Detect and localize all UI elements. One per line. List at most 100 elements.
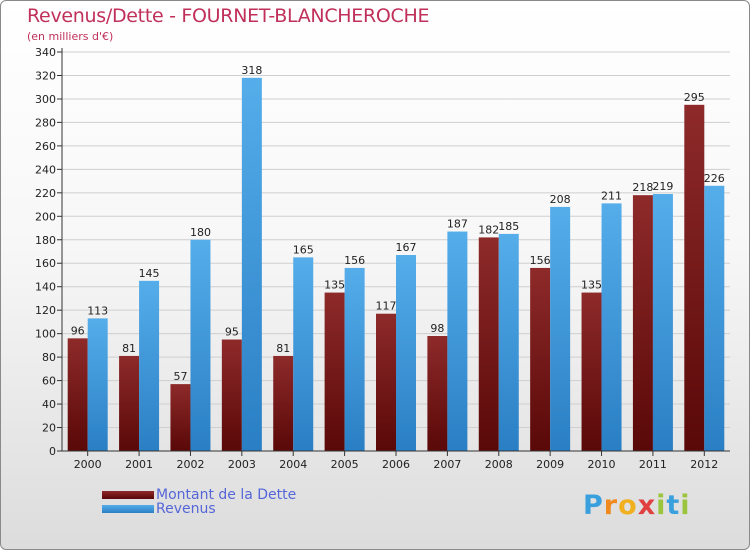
y-tick-label: 220 xyxy=(35,187,56,200)
value-label-revenus: 187 xyxy=(447,218,468,231)
value-label-dette: 57 xyxy=(173,370,187,383)
bar-dette xyxy=(530,267,551,451)
legend-swatch-revenus xyxy=(102,505,154,513)
x-tick-label: 2006 xyxy=(382,458,410,471)
bar-revenus xyxy=(704,185,725,451)
value-label-dette: 98 xyxy=(430,322,444,335)
bar-dette xyxy=(478,237,499,451)
legend-item-revenus: Revenus xyxy=(102,502,216,516)
bar-revenus xyxy=(293,257,314,451)
logo-letter: t xyxy=(666,490,681,521)
bar-dette xyxy=(632,195,653,451)
bar-dette xyxy=(119,355,140,451)
x-tick-label: 2001 xyxy=(125,458,153,471)
x-tick-label: 2000 xyxy=(74,458,102,471)
bar-revenus xyxy=(241,77,262,451)
legend-item-dette: Montant de la Dette xyxy=(102,488,296,502)
logo-letter: P xyxy=(583,490,604,521)
value-label-revenus: 145 xyxy=(139,267,160,280)
bar-revenus xyxy=(344,267,365,451)
bar-revenus xyxy=(396,255,416,451)
y-tick-label: 260 xyxy=(35,140,56,153)
bar-revenus xyxy=(652,193,673,451)
bar-revenus xyxy=(139,280,160,451)
value-label-dette: 81 xyxy=(122,342,136,355)
logo-letter: r xyxy=(603,490,619,521)
y-tick-label: 160 xyxy=(35,257,56,270)
y-tick-label: 120 xyxy=(35,304,56,317)
value-label-dette: 156 xyxy=(530,254,551,267)
value-label-dette: 135 xyxy=(581,279,602,292)
bar-dette xyxy=(221,339,242,451)
x-tick-label: 2008 xyxy=(485,458,513,471)
value-label-revenus: 226 xyxy=(704,172,725,185)
x-tick-label: 2004 xyxy=(279,458,307,471)
chart-subtitle: (en milliers d'€) xyxy=(27,30,114,43)
bar-revenus xyxy=(190,239,211,451)
x-tick-label: 2011 xyxy=(639,458,667,471)
y-tick-label: 340 xyxy=(35,46,56,59)
legend-label-dette: Montant de la Dette xyxy=(156,487,297,503)
bar-dette xyxy=(684,104,705,451)
x-tick-label: 2003 xyxy=(228,458,256,471)
bar-revenus xyxy=(498,233,519,451)
legend-swatch-dette xyxy=(102,491,154,499)
bar-dette xyxy=(581,292,602,451)
y-tick-label: 300 xyxy=(35,93,56,106)
logo-letter: o xyxy=(618,490,638,521)
y-tick-label: 140 xyxy=(35,281,56,294)
value-label-revenus: 185 xyxy=(498,220,519,233)
value-label-revenus: 208 xyxy=(550,193,571,206)
y-tick-label: 240 xyxy=(35,163,56,176)
bar-revenus xyxy=(550,206,571,451)
value-label-dette: 218 xyxy=(632,181,653,194)
y-tick-label: 60 xyxy=(42,375,56,388)
x-tick-label: 2010 xyxy=(588,458,616,471)
bar-revenus xyxy=(447,231,468,451)
value-label-dette: 182 xyxy=(478,223,499,236)
legend-label-revenus: Revenus xyxy=(156,501,216,517)
logo-letter: i xyxy=(656,490,667,521)
value-label-revenus: 219 xyxy=(652,180,673,193)
y-tick-label: 100 xyxy=(35,328,56,341)
proxiti-logo: Proxiti xyxy=(583,490,691,521)
value-label-dette: 117 xyxy=(376,300,397,313)
x-tick-label: 2002 xyxy=(176,458,204,471)
value-label-dette: 95 xyxy=(225,326,239,339)
chart-title: Revenus/Dette - FOURNET-BLANCHEROCHE xyxy=(27,5,430,27)
bar-dette xyxy=(324,292,345,451)
value-label-revenus: 211 xyxy=(601,189,622,202)
x-tick-label: 2009 xyxy=(536,458,564,471)
bar-revenus xyxy=(87,318,108,451)
x-tick-label: 2007 xyxy=(433,458,461,471)
y-tick-label: 0 xyxy=(49,445,56,458)
value-label-dette: 135 xyxy=(324,279,345,292)
value-label-dette: 295 xyxy=(684,91,705,104)
y-tick-label: 180 xyxy=(35,234,56,247)
bar-dette xyxy=(427,335,448,451)
y-tick-label: 320 xyxy=(35,69,56,82)
bar-dette xyxy=(170,384,191,451)
bar-dette xyxy=(67,338,88,451)
value-label-revenus: 165 xyxy=(293,243,314,256)
y-tick-label: 20 xyxy=(42,422,56,435)
logo-letter: x xyxy=(637,490,657,521)
value-label-revenus: 167 xyxy=(396,241,417,254)
y-tick-label: 80 xyxy=(42,351,56,364)
value-label-dette: 96 xyxy=(71,324,85,337)
x-tick-label: 2005 xyxy=(331,458,359,471)
value-label-revenus: 156 xyxy=(344,254,365,267)
value-label-revenus: 318 xyxy=(241,64,262,77)
x-tick-label: 2012 xyxy=(690,458,718,471)
bar-dette xyxy=(273,355,294,451)
logo-letter: i xyxy=(680,490,691,521)
y-tick-label: 40 xyxy=(42,398,56,411)
value-label-revenus: 180 xyxy=(190,226,211,239)
bar-dette xyxy=(376,313,396,451)
value-label-dette: 81 xyxy=(276,342,290,355)
y-tick-label: 200 xyxy=(35,210,56,223)
bar-revenus xyxy=(601,203,622,451)
y-tick-label: 280 xyxy=(35,116,56,129)
